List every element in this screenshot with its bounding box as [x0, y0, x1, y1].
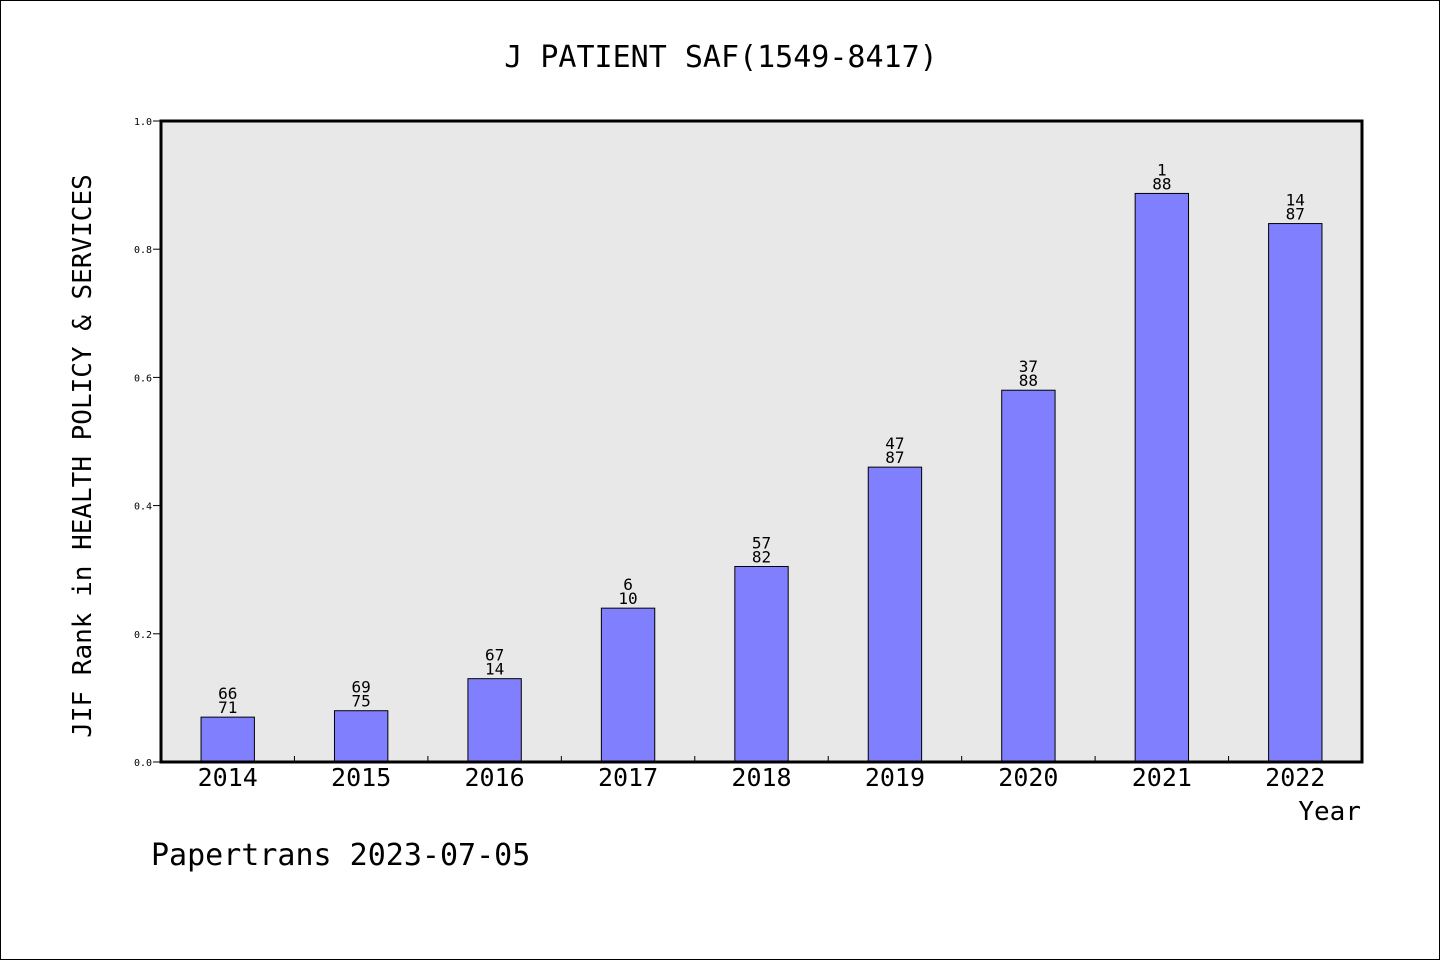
chart-title: J PATIENT SAF(1549-8417)	[504, 40, 937, 75]
bar-2015	[333, 710, 389, 763]
bar-label-top-2014: 66	[218, 684, 237, 703]
x-tick-label-2020: 2020	[998, 763, 1058, 792]
bar-label-top-2021: 1	[1157, 160, 1167, 179]
bar-label-bottom-2022: 87	[1286, 205, 1305, 224]
bar-label-bottom-2017: 10	[618, 589, 637, 608]
bar-label-top-2022: 14	[1286, 191, 1305, 210]
x-axis-label: Year	[1298, 797, 1361, 827]
plot-border	[159, 119, 1364, 764]
bar-label-top-2020: 37	[1019, 357, 1038, 376]
bar-2014	[200, 716, 255, 763]
bar-label-top-2019: 47	[885, 434, 904, 453]
bars-layer	[200, 192, 1323, 763]
y-axis-ticks: 0.0 0.2 0.4 0.6 0.8 1.0	[134, 117, 161, 769]
x-tick-label-2016: 2016	[465, 763, 525, 792]
bar-2021	[1134, 192, 1190, 763]
bar-2020	[1001, 389, 1056, 763]
x-tick-label-2015: 2015	[331, 763, 391, 792]
bar-2018	[734, 565, 789, 763]
bar-label-bottom-2019: 87	[885, 448, 904, 467]
x-tick-label-2017: 2017	[598, 763, 658, 792]
y-tick-label-0.8: 0.8	[134, 245, 152, 256]
bar-label-bottom-2016: 14	[485, 660, 504, 679]
x-tick-label-2019: 2019	[865, 763, 925, 792]
x-tick-label-2014: 2014	[198, 763, 258, 792]
y-tick-label-0.4: 0.4	[134, 502, 152, 513]
x-tick-label-2021: 2021	[1132, 763, 1192, 792]
x-axis-ticks: 2014 2015 2016 2017 2018 2019 2020 2021 2022	[198, 756, 1325, 792]
bar-label-bottom-2014: 71	[218, 698, 237, 717]
bar-2022	[1268, 223, 1323, 763]
bar-label-top-2018: 57	[752, 533, 771, 552]
footer-credit: Papertrans 2023-07-05	[151, 838, 530, 873]
bar-label-top-2017: 6	[623, 575, 633, 594]
bar-2016	[467, 678, 522, 763]
x-tick-label-2018: 2018	[731, 763, 791, 792]
y-tick-label-0.0: 0.0	[134, 758, 152, 769]
bar-label-bottom-2021: 88	[1152, 174, 1171, 193]
bar-2019	[867, 466, 923, 763]
y-axis-label: JIF Rank in HEALTH POLICY & SERVICES	[68, 174, 98, 738]
bar-label-top-2015: 69	[352, 678, 371, 697]
bar-label-bottom-2020: 88	[1019, 371, 1038, 390]
bar-label-top-2016: 67	[485, 646, 504, 665]
bar-2017	[600, 607, 656, 763]
y-tick-label-1.0: 1.0	[134, 117, 152, 128]
y-tick-label-0.2: 0.2	[134, 630, 152, 641]
bar-label-bottom-2018: 82	[752, 547, 771, 566]
bar-label-bottom-2015: 75	[352, 692, 371, 711]
y-tick-label-0.6: 0.6	[134, 373, 152, 384]
x-tick-label-2022: 2022	[1265, 763, 1325, 792]
